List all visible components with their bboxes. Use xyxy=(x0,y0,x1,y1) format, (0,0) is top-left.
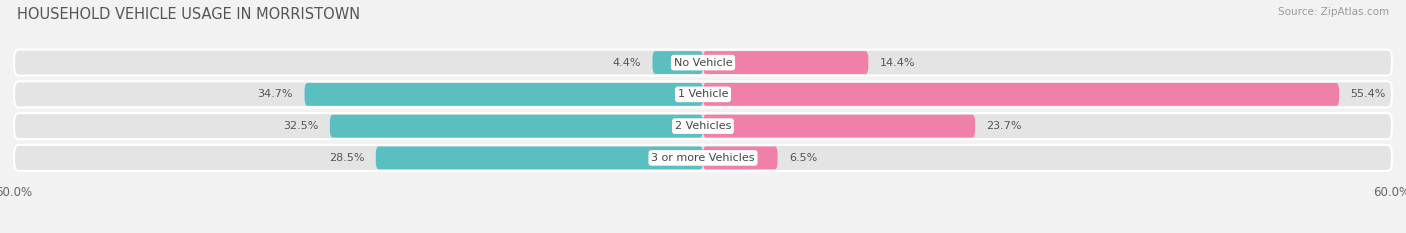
FancyBboxPatch shape xyxy=(703,147,778,169)
Text: 6.5%: 6.5% xyxy=(789,153,817,163)
FancyBboxPatch shape xyxy=(375,147,703,169)
FancyBboxPatch shape xyxy=(14,145,1392,171)
Text: 14.4%: 14.4% xyxy=(880,58,915,68)
Text: 3 or more Vehicles: 3 or more Vehicles xyxy=(651,153,755,163)
Text: 2 Vehicles: 2 Vehicles xyxy=(675,121,731,131)
FancyBboxPatch shape xyxy=(14,50,1392,76)
Text: 4.4%: 4.4% xyxy=(613,58,641,68)
Text: 23.7%: 23.7% xyxy=(987,121,1022,131)
FancyBboxPatch shape xyxy=(305,83,703,106)
FancyBboxPatch shape xyxy=(703,83,1339,106)
Text: 1 Vehicle: 1 Vehicle xyxy=(678,89,728,99)
Text: 34.7%: 34.7% xyxy=(257,89,292,99)
FancyBboxPatch shape xyxy=(14,81,1392,107)
FancyBboxPatch shape xyxy=(652,51,703,74)
Text: Source: ZipAtlas.com: Source: ZipAtlas.com xyxy=(1278,7,1389,17)
FancyBboxPatch shape xyxy=(14,113,1392,139)
FancyBboxPatch shape xyxy=(703,51,869,74)
Text: HOUSEHOLD VEHICLE USAGE IN MORRISTOWN: HOUSEHOLD VEHICLE USAGE IN MORRISTOWN xyxy=(17,7,360,22)
Text: 32.5%: 32.5% xyxy=(283,121,318,131)
Text: 28.5%: 28.5% xyxy=(329,153,364,163)
Text: 55.4%: 55.4% xyxy=(1351,89,1386,99)
FancyBboxPatch shape xyxy=(703,115,976,137)
FancyBboxPatch shape xyxy=(330,115,703,137)
Text: No Vehicle: No Vehicle xyxy=(673,58,733,68)
